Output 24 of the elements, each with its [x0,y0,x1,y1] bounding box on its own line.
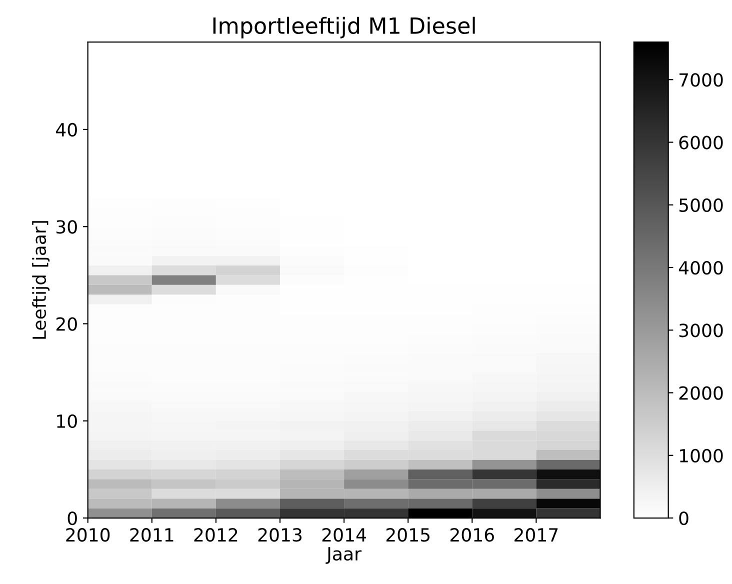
y-axis-title: Leeftijd [jaar] [32,221,50,339]
color-bar-label: 5000 [679,198,723,212]
x-tick-label: 2015 [386,528,430,542]
color-bar-label: 0 [679,511,688,526]
color-bar-label: 1000 [680,448,723,462]
y-tick-label: 30 [56,220,77,234]
y-tick-label: 10 [57,414,77,428]
color-bar-label: 7000 [680,73,723,87]
x-tick-label: 2014 [322,528,366,542]
color-bar-label: 3000 [679,324,723,338]
color-bar-label: 6000 [679,136,723,150]
x-tick-label: 2010 [66,528,110,542]
y-tick-label: 20 [56,317,77,331]
x-tick-label: 2013 [258,528,302,542]
x-tick-label: 2016 [450,528,494,542]
color-bar-label: 4000 [678,260,723,275]
y-tick-label: 40 [56,122,77,137]
x-axis-title: Jaar [326,547,362,564]
color-bar-label: 2000 [679,386,723,400]
chart-title: Importleeftijd M1 Diesel [213,16,475,38]
y-tick-label: 0 [68,511,77,526]
x-tick-label: 2017 [514,528,558,542]
x-tick-label: 2011 [130,528,174,542]
x-tick-label: 2012 [194,528,238,542]
